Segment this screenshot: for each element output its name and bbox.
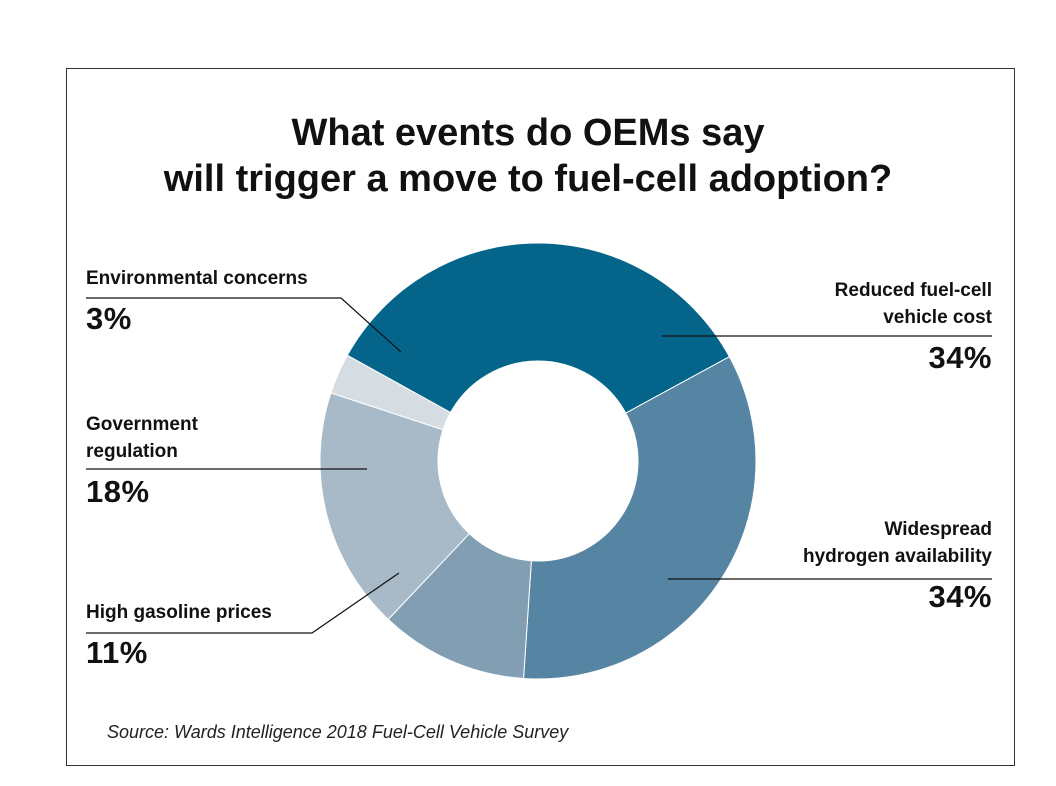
slice-name-reduced-cost-line-2: vehicle cost xyxy=(883,307,992,328)
slice-label-reduced-cost: Reduced fuel-cell vehicle cost 34% xyxy=(835,277,992,376)
leader-line-gasoline xyxy=(86,572,400,634)
slice-name-gasoline-line-1: High gasoline prices xyxy=(86,602,272,623)
slice-value-environmental: 3% xyxy=(86,301,132,336)
donut-slice-reduced-cost xyxy=(346,242,731,414)
slice-label-environmental: Environmental concerns 3% xyxy=(86,265,308,337)
donut-slice-hydrogen xyxy=(523,355,757,680)
chart-title-line-2: will trigger a move to fuel-cell adoptio… xyxy=(163,158,893,200)
slice-value-reduced-cost: 34% xyxy=(928,340,992,375)
slice-value-gasoline: 11% xyxy=(86,635,148,670)
donut-slice-government xyxy=(319,392,470,621)
slice-label-hydrogen: Widespread hydrogen availability 34% xyxy=(803,516,992,615)
slice-label-gasoline: High gasoline prices 11% xyxy=(86,599,272,671)
slice-name-government-line-2: regulation xyxy=(86,441,178,462)
slice-name-hydrogen-line-1: Widespread xyxy=(884,519,992,540)
leader-lines xyxy=(86,297,992,634)
donut-slices xyxy=(319,242,757,680)
chart-title-line-1: What events do OEMs say xyxy=(291,112,765,154)
donut-slice-environmental xyxy=(330,354,452,431)
slice-value-hydrogen: 34% xyxy=(928,579,992,614)
slice-value-government: 18% xyxy=(86,474,150,509)
leader-line-environmental xyxy=(86,297,402,353)
slice-name-environmental-line-1: Environmental concerns xyxy=(86,268,308,289)
chart-title: What events do OEMs say will trigger a m… xyxy=(0,110,1056,202)
slice-name-reduced-cost-line-1: Reduced fuel-cell xyxy=(834,280,992,301)
slice-label-government: Government regulation 18% xyxy=(86,411,198,510)
slice-name-hydrogen-line-2: hydrogen availability xyxy=(803,546,992,567)
chart-source: Source: Wards Intelligence 2018 Fuel-Cel… xyxy=(107,722,569,742)
slice-name-government-line-1: Government xyxy=(86,414,198,435)
